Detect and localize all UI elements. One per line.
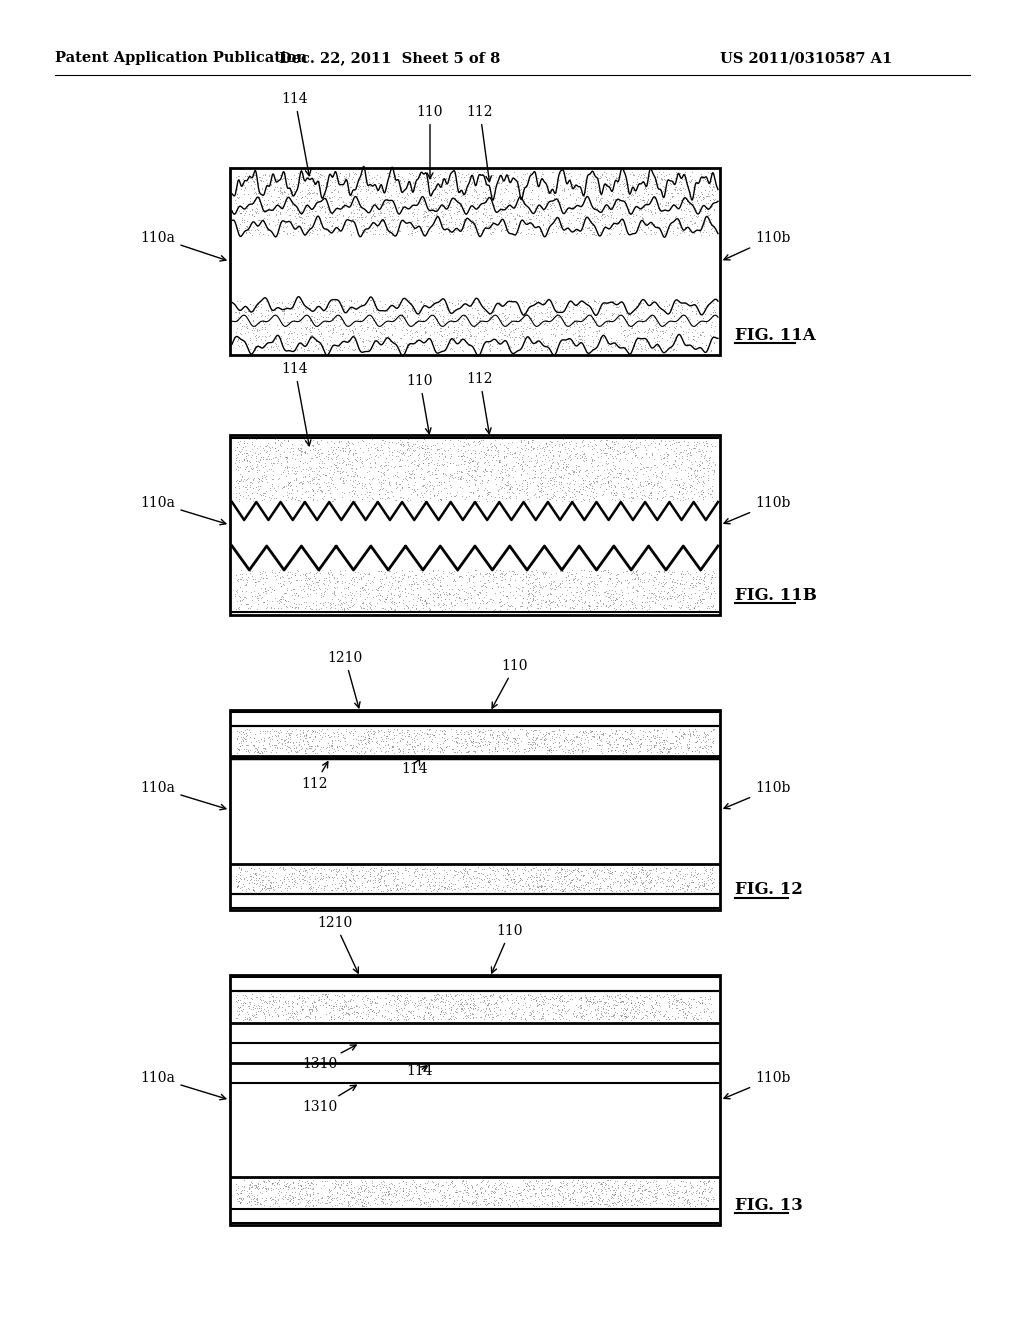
Text: 114: 114	[401, 759, 428, 776]
Text: 110: 110	[417, 106, 443, 178]
Text: 110a: 110a	[140, 231, 226, 261]
Text: 114: 114	[282, 362, 311, 446]
Text: 110b: 110b	[724, 496, 791, 524]
Text: 110b: 110b	[724, 781, 791, 809]
Text: Dec. 22, 2011  Sheet 5 of 8: Dec. 22, 2011 Sheet 5 of 8	[280, 51, 501, 65]
Text: 110: 110	[492, 924, 523, 973]
Text: US 2011/0310587 A1: US 2011/0310587 A1	[720, 51, 892, 65]
Text: 110a: 110a	[140, 496, 226, 525]
Text: 1310: 1310	[302, 1085, 356, 1114]
Text: Patent Application Publication: Patent Application Publication	[55, 51, 307, 65]
Text: FIG. 13: FIG. 13	[735, 1196, 803, 1213]
Text: 112: 112	[467, 372, 494, 434]
Text: 1210: 1210	[317, 916, 358, 973]
Text: 114: 114	[282, 92, 311, 176]
Text: FIG. 11A: FIG. 11A	[735, 326, 816, 343]
Text: FIG. 11B: FIG. 11B	[735, 586, 817, 603]
Text: 110a: 110a	[140, 781, 226, 809]
Text: 112: 112	[467, 106, 494, 182]
Text: 110b: 110b	[724, 1071, 791, 1098]
Text: 110: 110	[493, 659, 528, 709]
Text: 1210: 1210	[328, 651, 362, 708]
Text: 110b: 110b	[724, 231, 791, 260]
Text: 114: 114	[407, 1064, 433, 1078]
Text: 112: 112	[302, 762, 329, 791]
Text: 110a: 110a	[140, 1071, 226, 1100]
Text: FIG. 12: FIG. 12	[735, 882, 803, 899]
Text: 1310: 1310	[302, 1045, 356, 1071]
Text: 110: 110	[407, 374, 433, 434]
